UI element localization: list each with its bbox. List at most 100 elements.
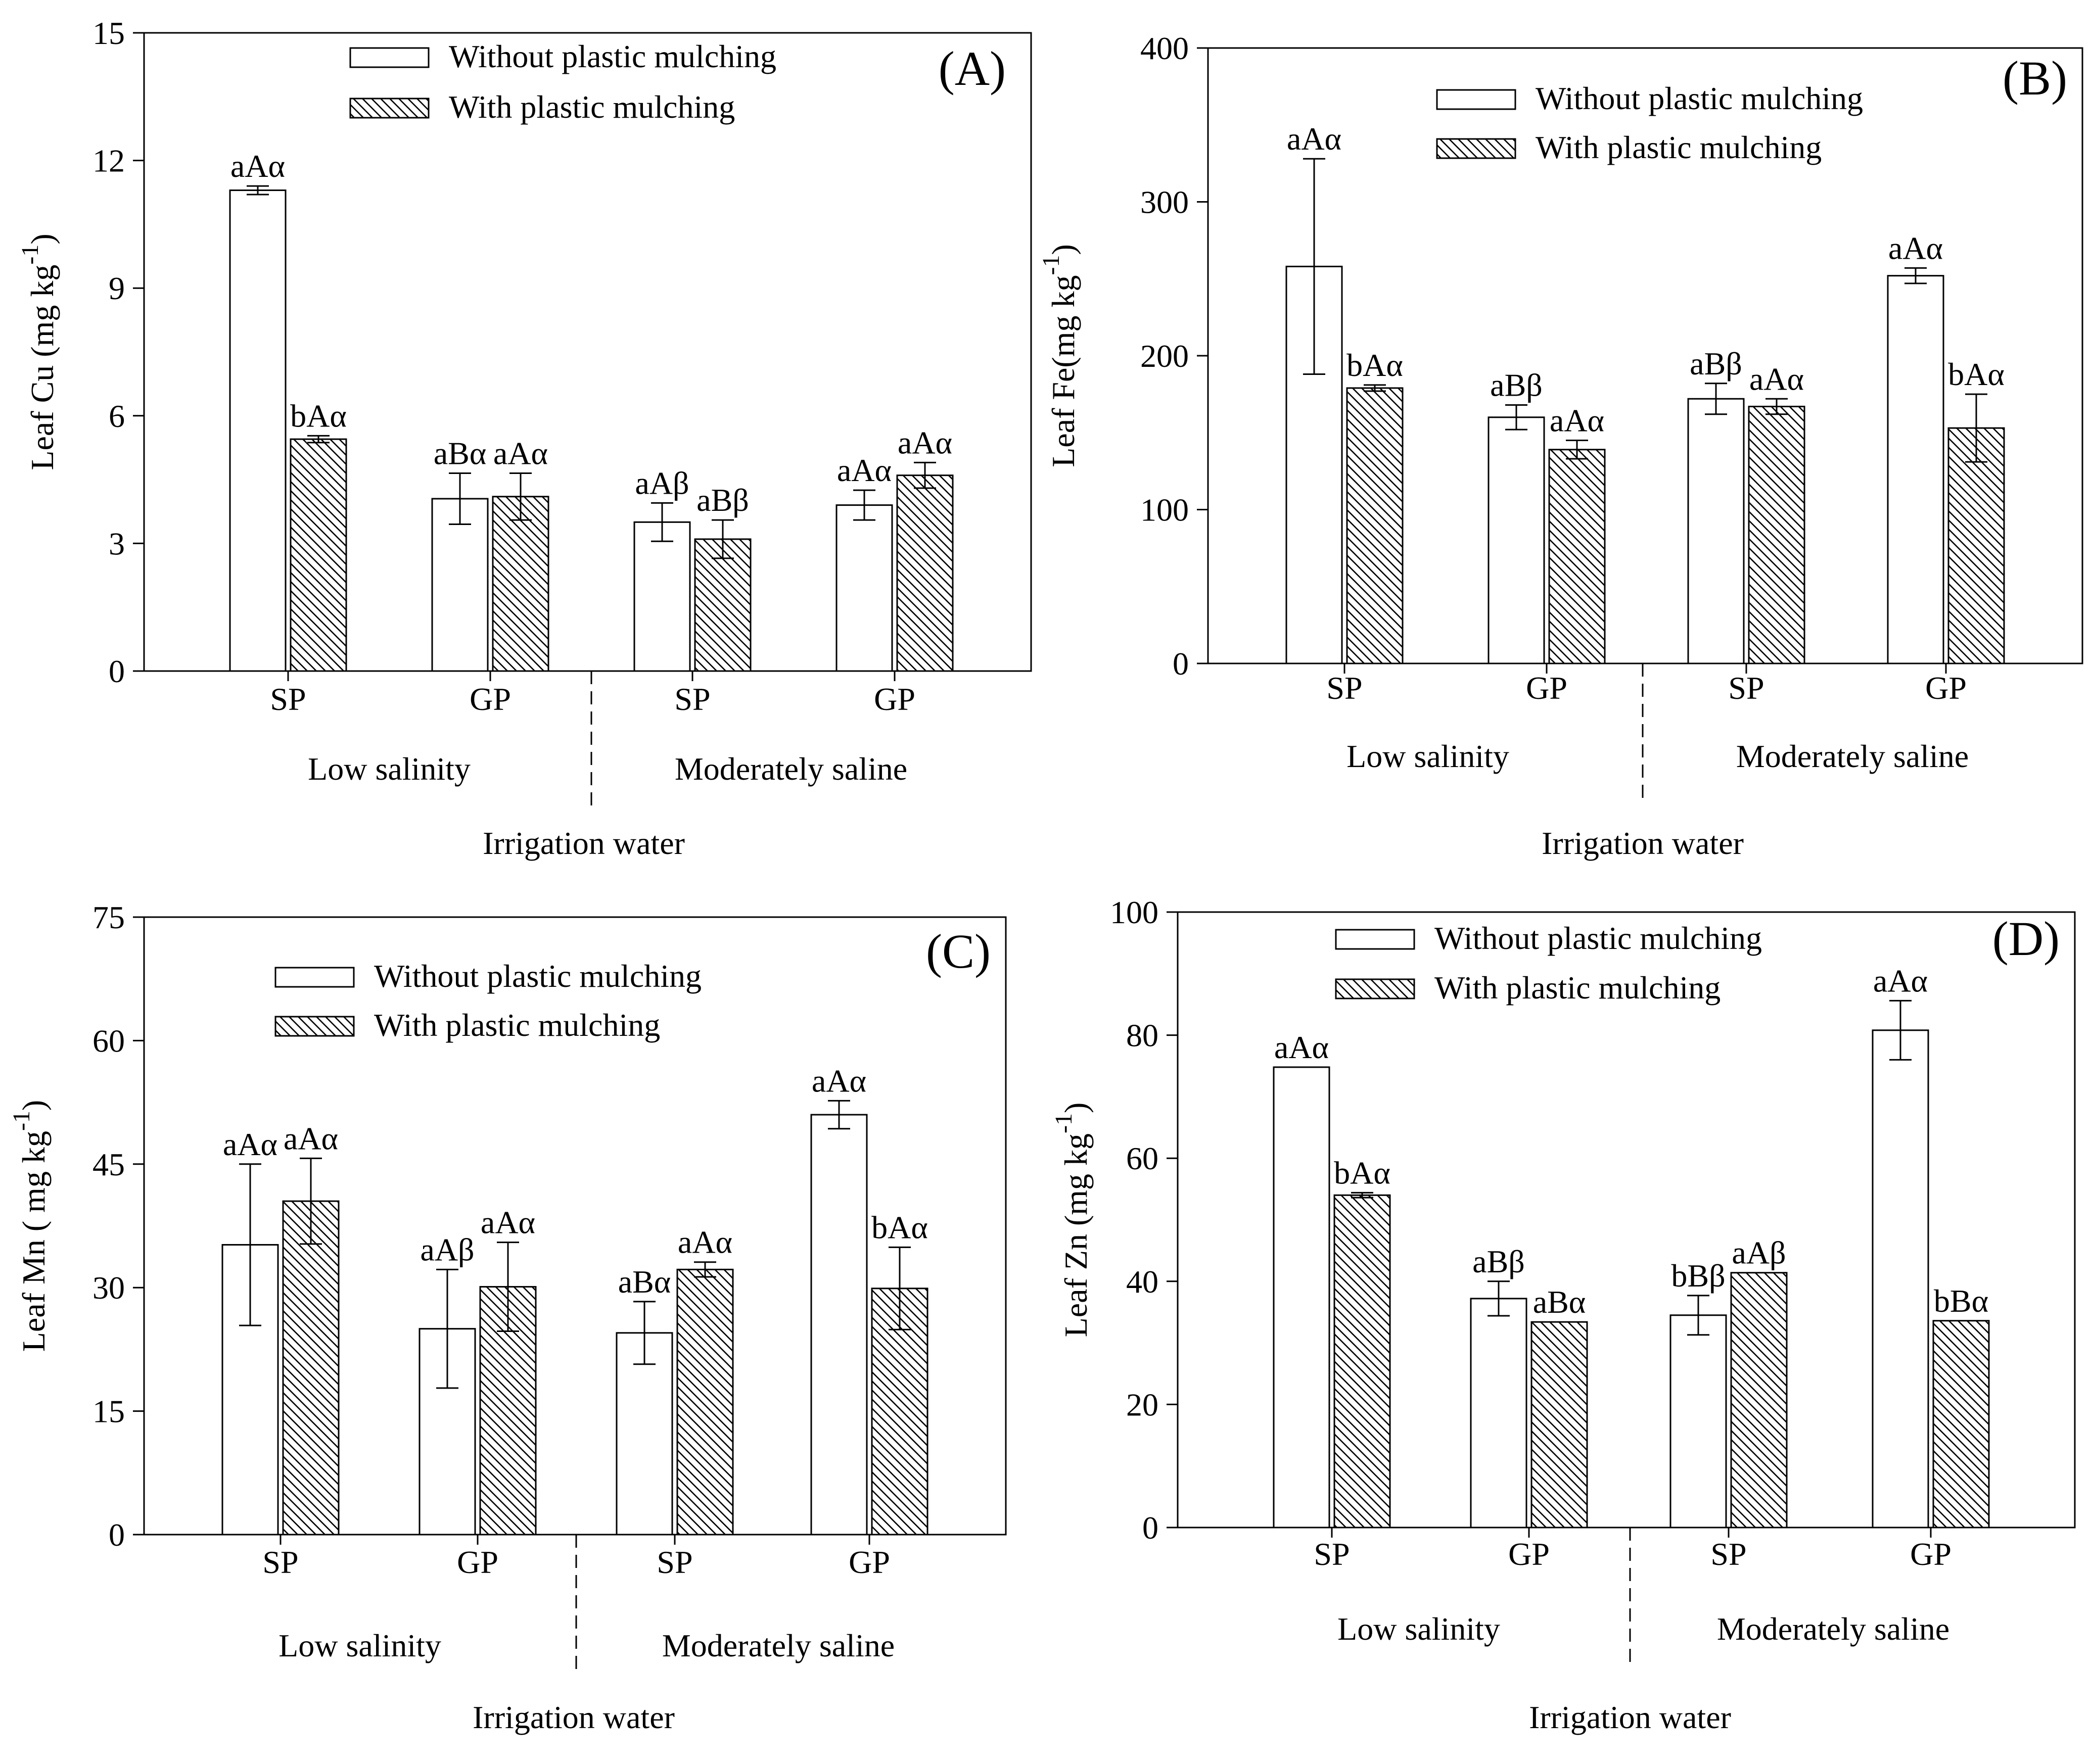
x-axis-label-c: Irrigation water	[473, 1699, 675, 1735]
significance-label-b: aAα	[1287, 121, 1341, 157]
legend-swatch-without-d	[1335, 929, 1415, 950]
significance-label-a: aBβ	[696, 482, 749, 518]
y-tick-label-a: 6	[109, 398, 125, 434]
legend-label-without-b: Without plastic mulching	[1536, 80, 1863, 116]
x-category-label-a: SP	[674, 681, 710, 717]
legend-swatch-without-c	[274, 967, 355, 988]
x-category-label-c: SP	[657, 1544, 692, 1580]
legend-label-without-c: Without plastic mulching	[374, 958, 702, 994]
y-tick-label-d: 0	[1142, 1510, 1158, 1546]
y-tick-label-c: 45	[92, 1147, 125, 1182]
bar-without-mulch-c	[810, 1114, 868, 1536]
bar-with-mulch-a	[492, 496, 549, 672]
x-category-label-a: SP	[270, 681, 306, 717]
bar-with-mulch-b	[1748, 405, 1805, 664]
y-tick-label-b: 100	[1140, 492, 1189, 528]
y-tick-label-d: 40	[1126, 1264, 1158, 1300]
bar-without-mulch-a	[633, 521, 691, 672]
significance-label-d: aAα	[1873, 963, 1928, 998]
panel-label-b: (B)	[2003, 51, 2067, 105]
y-axis-label-c: Leaf Mn ( mg kg-1)	[8, 1100, 52, 1352]
significance-label-a: aAα	[837, 452, 892, 488]
group-label-a: Low salinity	[308, 751, 471, 787]
significance-label-c: aAα	[284, 1120, 338, 1156]
legend-swatch-with-d	[1335, 978, 1415, 999]
x-axis-label-a: Irrigation water	[483, 825, 685, 861]
significance-label-d: aBα	[1533, 1284, 1586, 1320]
legend-swatch-without-a	[349, 47, 430, 68]
significance-label-c: bAα	[871, 1209, 928, 1245]
group-label-a: Moderately saline	[675, 751, 907, 787]
bar-with-mulch-d	[1730, 1272, 1788, 1529]
x-category-label-b: SP	[1326, 670, 1362, 706]
legend-label-with-c: With plastic mulching	[374, 1007, 660, 1043]
significance-label-d: aAβ	[1732, 1235, 1786, 1271]
significance-label-a: aAα	[898, 424, 952, 460]
significance-label-b: bAα	[1948, 356, 2005, 392]
legend-label-with-d: With plastic mulching	[1434, 970, 1721, 1006]
bar-with-mulch-c	[282, 1200, 340, 1536]
significance-label-d: bBα	[1934, 1283, 1988, 1319]
y-tick-label-b: 200	[1140, 338, 1189, 374]
panel-label-d: (D)	[1992, 912, 2060, 966]
significance-label-b: aAα	[1550, 402, 1604, 438]
y-tick-label-d: 80	[1126, 1018, 1158, 1054]
legend-swatch-without-b	[1436, 89, 1516, 110]
bar-with-mulch-d	[1530, 1321, 1588, 1529]
panel-label-c: (C)	[926, 924, 991, 978]
x-category-label-d: GP	[1508, 1536, 1550, 1572]
plot-frame-d	[1177, 911, 2076, 1529]
bar-without-mulch-c	[221, 1244, 279, 1536]
x-category-label-c: GP	[849, 1544, 890, 1580]
plot-frame-c	[143, 916, 1007, 1536]
plot-frame-a	[143, 32, 1032, 672]
y-tick-label-a: 3	[109, 526, 125, 561]
bar-with-mulch-c	[676, 1268, 734, 1536]
y-axis-label-d: Leaf Zn (mg kg-1)	[1050, 1103, 1094, 1338]
bar-without-mulch-a	[229, 189, 287, 672]
significance-label-d: aBβ	[1472, 1244, 1525, 1279]
y-tick-label-c: 30	[92, 1270, 125, 1306]
y-axis-label-a: Leaf Cu (mg kg-1)	[17, 233, 60, 470]
bar-without-mulch-b	[1687, 398, 1745, 664]
group-label-c: Low salinity	[278, 1628, 441, 1663]
x-category-label-c: SP	[262, 1544, 298, 1580]
significance-label-c: aAα	[678, 1224, 732, 1260]
legend-swatch-with-b	[1436, 138, 1516, 159]
bar-with-mulch-a	[290, 438, 347, 672]
bar-without-mulch-b	[1488, 416, 1545, 664]
x-category-label-d: GP	[1910, 1536, 1951, 1572]
significance-label-d: bBβ	[1671, 1258, 1725, 1294]
significance-label-d: bAα	[1334, 1155, 1390, 1190]
x-category-label-b: SP	[1728, 670, 1764, 706]
group-label-b: Low salinity	[1346, 738, 1509, 774]
significance-label-d: aAα	[1274, 1029, 1329, 1065]
y-tick-label-a: 9	[109, 270, 125, 306]
bar-without-mulch-d	[1872, 1029, 1929, 1529]
significance-label-b: aBβ	[1490, 367, 1543, 403]
significance-label-b: aAα	[1749, 361, 1804, 397]
significance-label-a: aAα	[493, 435, 548, 471]
y-tick-label-c: 0	[109, 1517, 125, 1553]
x-category-label-b: GP	[1526, 670, 1567, 706]
significance-label-b: bAα	[1346, 347, 1403, 383]
significance-label-a: bAα	[290, 398, 347, 434]
y-tick-label-b: 300	[1140, 184, 1189, 220]
bar-with-mulch-d	[1932, 1320, 1990, 1529]
x-category-label-a: GP	[874, 681, 915, 717]
significance-label-c: aAα	[223, 1126, 277, 1162]
y-axis-label-b: Leaf Fe(mg kg-1)	[1038, 244, 1081, 467]
significance-label-a: aAβ	[635, 465, 689, 501]
bar-without-mulch-d	[1669, 1314, 1727, 1529]
legend-label-with-a: With plastic mulching	[449, 89, 735, 125]
legend-label-without-d: Without plastic mulching	[1434, 920, 1762, 956]
y-tick-label-a: 15	[92, 15, 125, 51]
y-tick-label-d: 60	[1126, 1140, 1158, 1176]
y-tick-label-a: 0	[109, 653, 125, 689]
bar-without-mulch-a	[835, 504, 893, 672]
x-category-label-c: GP	[457, 1544, 498, 1580]
x-category-label-b: GP	[1925, 670, 1967, 706]
